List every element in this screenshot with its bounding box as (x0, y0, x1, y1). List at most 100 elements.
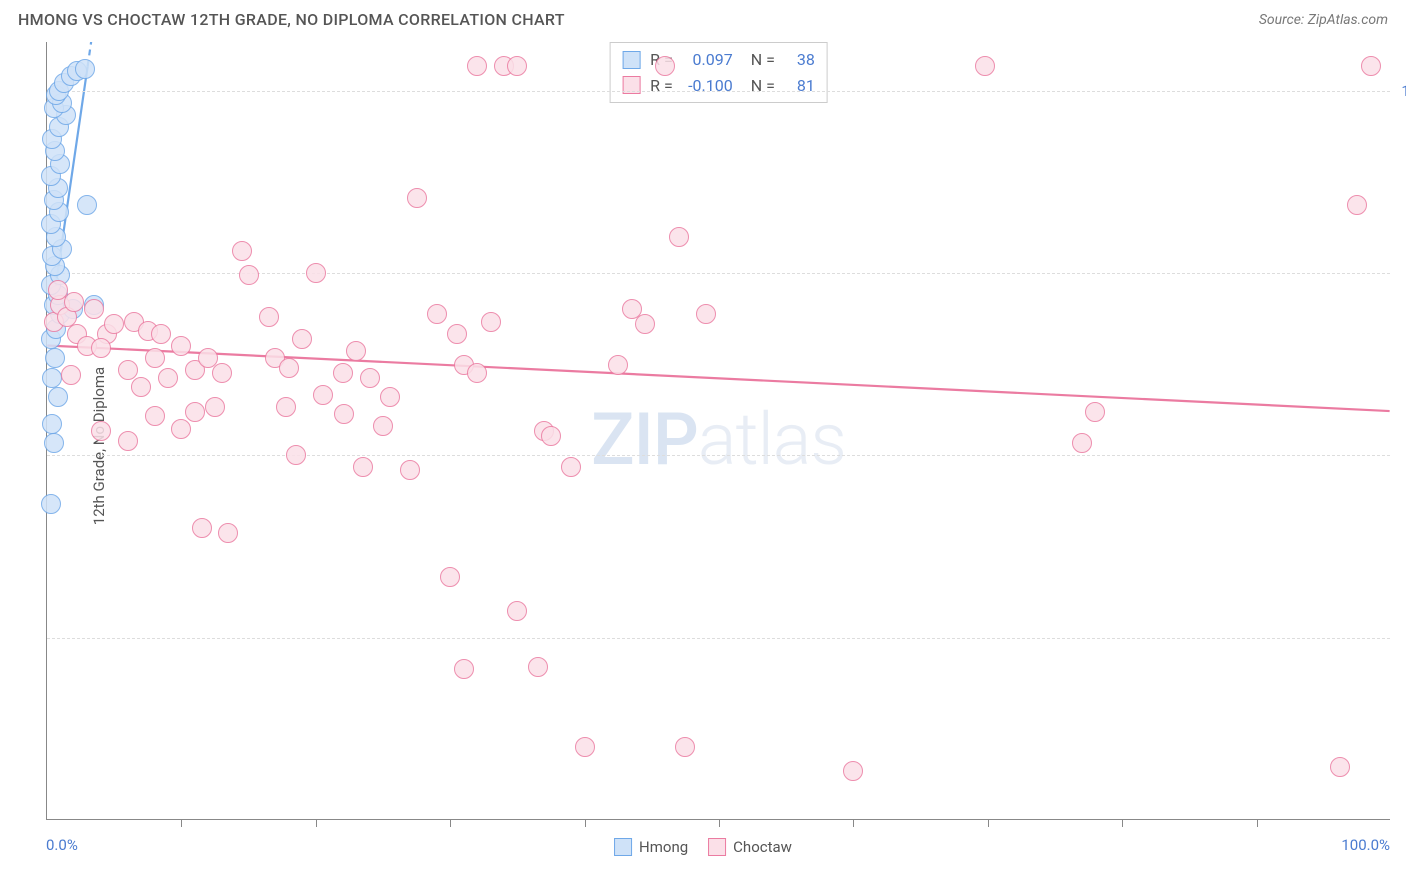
trend-line (88, 42, 182, 66)
scatter-point (380, 387, 400, 407)
stat-swatch (622, 51, 640, 69)
scatter-point (205, 397, 225, 417)
scatter-point (185, 402, 205, 422)
stat-n-label: N = (751, 73, 775, 99)
scatter-point (212, 363, 232, 383)
legend-label: Hmong (639, 838, 688, 856)
scatter-point (276, 397, 296, 417)
x-tick (181, 819, 182, 827)
x-tick (988, 819, 989, 827)
scatter-point (481, 312, 501, 332)
chart-source: Source: ZipAtlas.com (1259, 12, 1388, 28)
scatter-point (373, 416, 393, 436)
chart-plot-area: ZIPatlas R =0.097N =38R =-0.100N =81 77.… (46, 42, 1390, 820)
scatter-point (239, 265, 259, 285)
y-tick-label: 92.5% (1395, 264, 1406, 282)
x-tick (316, 819, 317, 827)
x-tick (1122, 819, 1123, 827)
scatter-point (507, 56, 527, 76)
scatter-point (454, 659, 474, 679)
scatter-point (1361, 56, 1381, 76)
legend-swatch (614, 838, 632, 856)
scatter-point (1347, 195, 1367, 215)
scatter-point (61, 365, 81, 385)
scatter-point (171, 419, 191, 439)
stat-n-value: 81 (785, 73, 815, 99)
legend-item: Choctaw (708, 838, 792, 856)
scatter-point (427, 304, 447, 324)
scatter-point (843, 761, 863, 781)
scatter-point (675, 737, 695, 757)
scatter-point (171, 336, 191, 356)
gridline (47, 638, 1390, 639)
scatter-point (279, 358, 299, 378)
scatter-point (151, 324, 171, 344)
scatter-point (561, 457, 581, 477)
legend-item: Hmong (614, 838, 688, 856)
scatter-point (346, 341, 366, 361)
scatter-point (42, 368, 62, 388)
stat-r-label: R = (650, 73, 673, 99)
x-axis-max-label: 100.0% (1341, 836, 1390, 854)
gridline (47, 91, 1390, 92)
scatter-point (292, 329, 312, 349)
scatter-point (334, 404, 354, 424)
scatter-point (400, 460, 420, 480)
x-tick (719, 819, 720, 827)
gridline (47, 455, 1390, 456)
scatter-point (118, 360, 138, 380)
scatter-point (218, 523, 238, 543)
scatter-point (84, 299, 104, 319)
scatter-point (259, 307, 279, 327)
scatter-point (353, 457, 373, 477)
scatter-point (131, 377, 151, 397)
scatter-point (75, 59, 95, 79)
y-tick-label: 85.0% (1395, 446, 1406, 464)
scatter-point (447, 324, 467, 344)
scatter-point (44, 433, 64, 453)
scatter-point (333, 363, 353, 383)
scatter-point (440, 567, 460, 587)
trend-lines-layer (47, 42, 1390, 819)
scatter-point (91, 421, 111, 441)
y-tick-label: 77.5% (1395, 629, 1406, 647)
scatter-point (145, 406, 165, 426)
stat-r-value: -0.100 (683, 73, 733, 99)
x-tick (585, 819, 586, 827)
stat-n-label: N = (751, 47, 775, 73)
scatter-point (77, 195, 97, 215)
scatter-point (528, 657, 548, 677)
y-tick-label: 100.0% (1395, 82, 1406, 100)
scatter-point (669, 227, 689, 247)
scatter-point (306, 263, 326, 283)
scatter-point (41, 494, 61, 514)
chart-header: HMONG VS CHOCTAW 12TH GRADE, NO DIPLOMA … (0, 0, 1406, 35)
watermark-light: atlas (698, 397, 846, 482)
scatter-point (507, 601, 527, 621)
legend-label: Choctaw (733, 838, 792, 856)
scatter-point (360, 368, 380, 388)
scatter-point (1072, 433, 1092, 453)
scatter-point (91, 338, 111, 358)
scatter-point (1085, 402, 1105, 422)
correlation-stat-box: R =0.097N =38R =-0.100N =81 (609, 42, 828, 103)
x-tick (1257, 819, 1258, 827)
stat-row: R = -0.100 N = 81 (622, 73, 815, 99)
stat-row: R =0.097N =38 (622, 47, 815, 73)
trend-line (47, 346, 1389, 412)
scatter-point (104, 314, 124, 334)
series-legend: Hmong Choctaw (614, 838, 792, 856)
scatter-point (145, 348, 165, 368)
scatter-point (158, 368, 178, 388)
chart-title: HMONG VS CHOCTAW 12TH GRADE, NO DIPLOMA … (18, 10, 565, 29)
stat-n-value: 38 (785, 47, 815, 73)
scatter-point (975, 56, 995, 76)
x-tick (450, 819, 451, 827)
scatter-point (286, 445, 306, 465)
legend-swatch (708, 838, 726, 856)
scatter-point (232, 241, 252, 261)
scatter-point (192, 518, 212, 538)
scatter-point (45, 348, 65, 368)
scatter-point (467, 363, 487, 383)
scatter-point (655, 56, 675, 76)
